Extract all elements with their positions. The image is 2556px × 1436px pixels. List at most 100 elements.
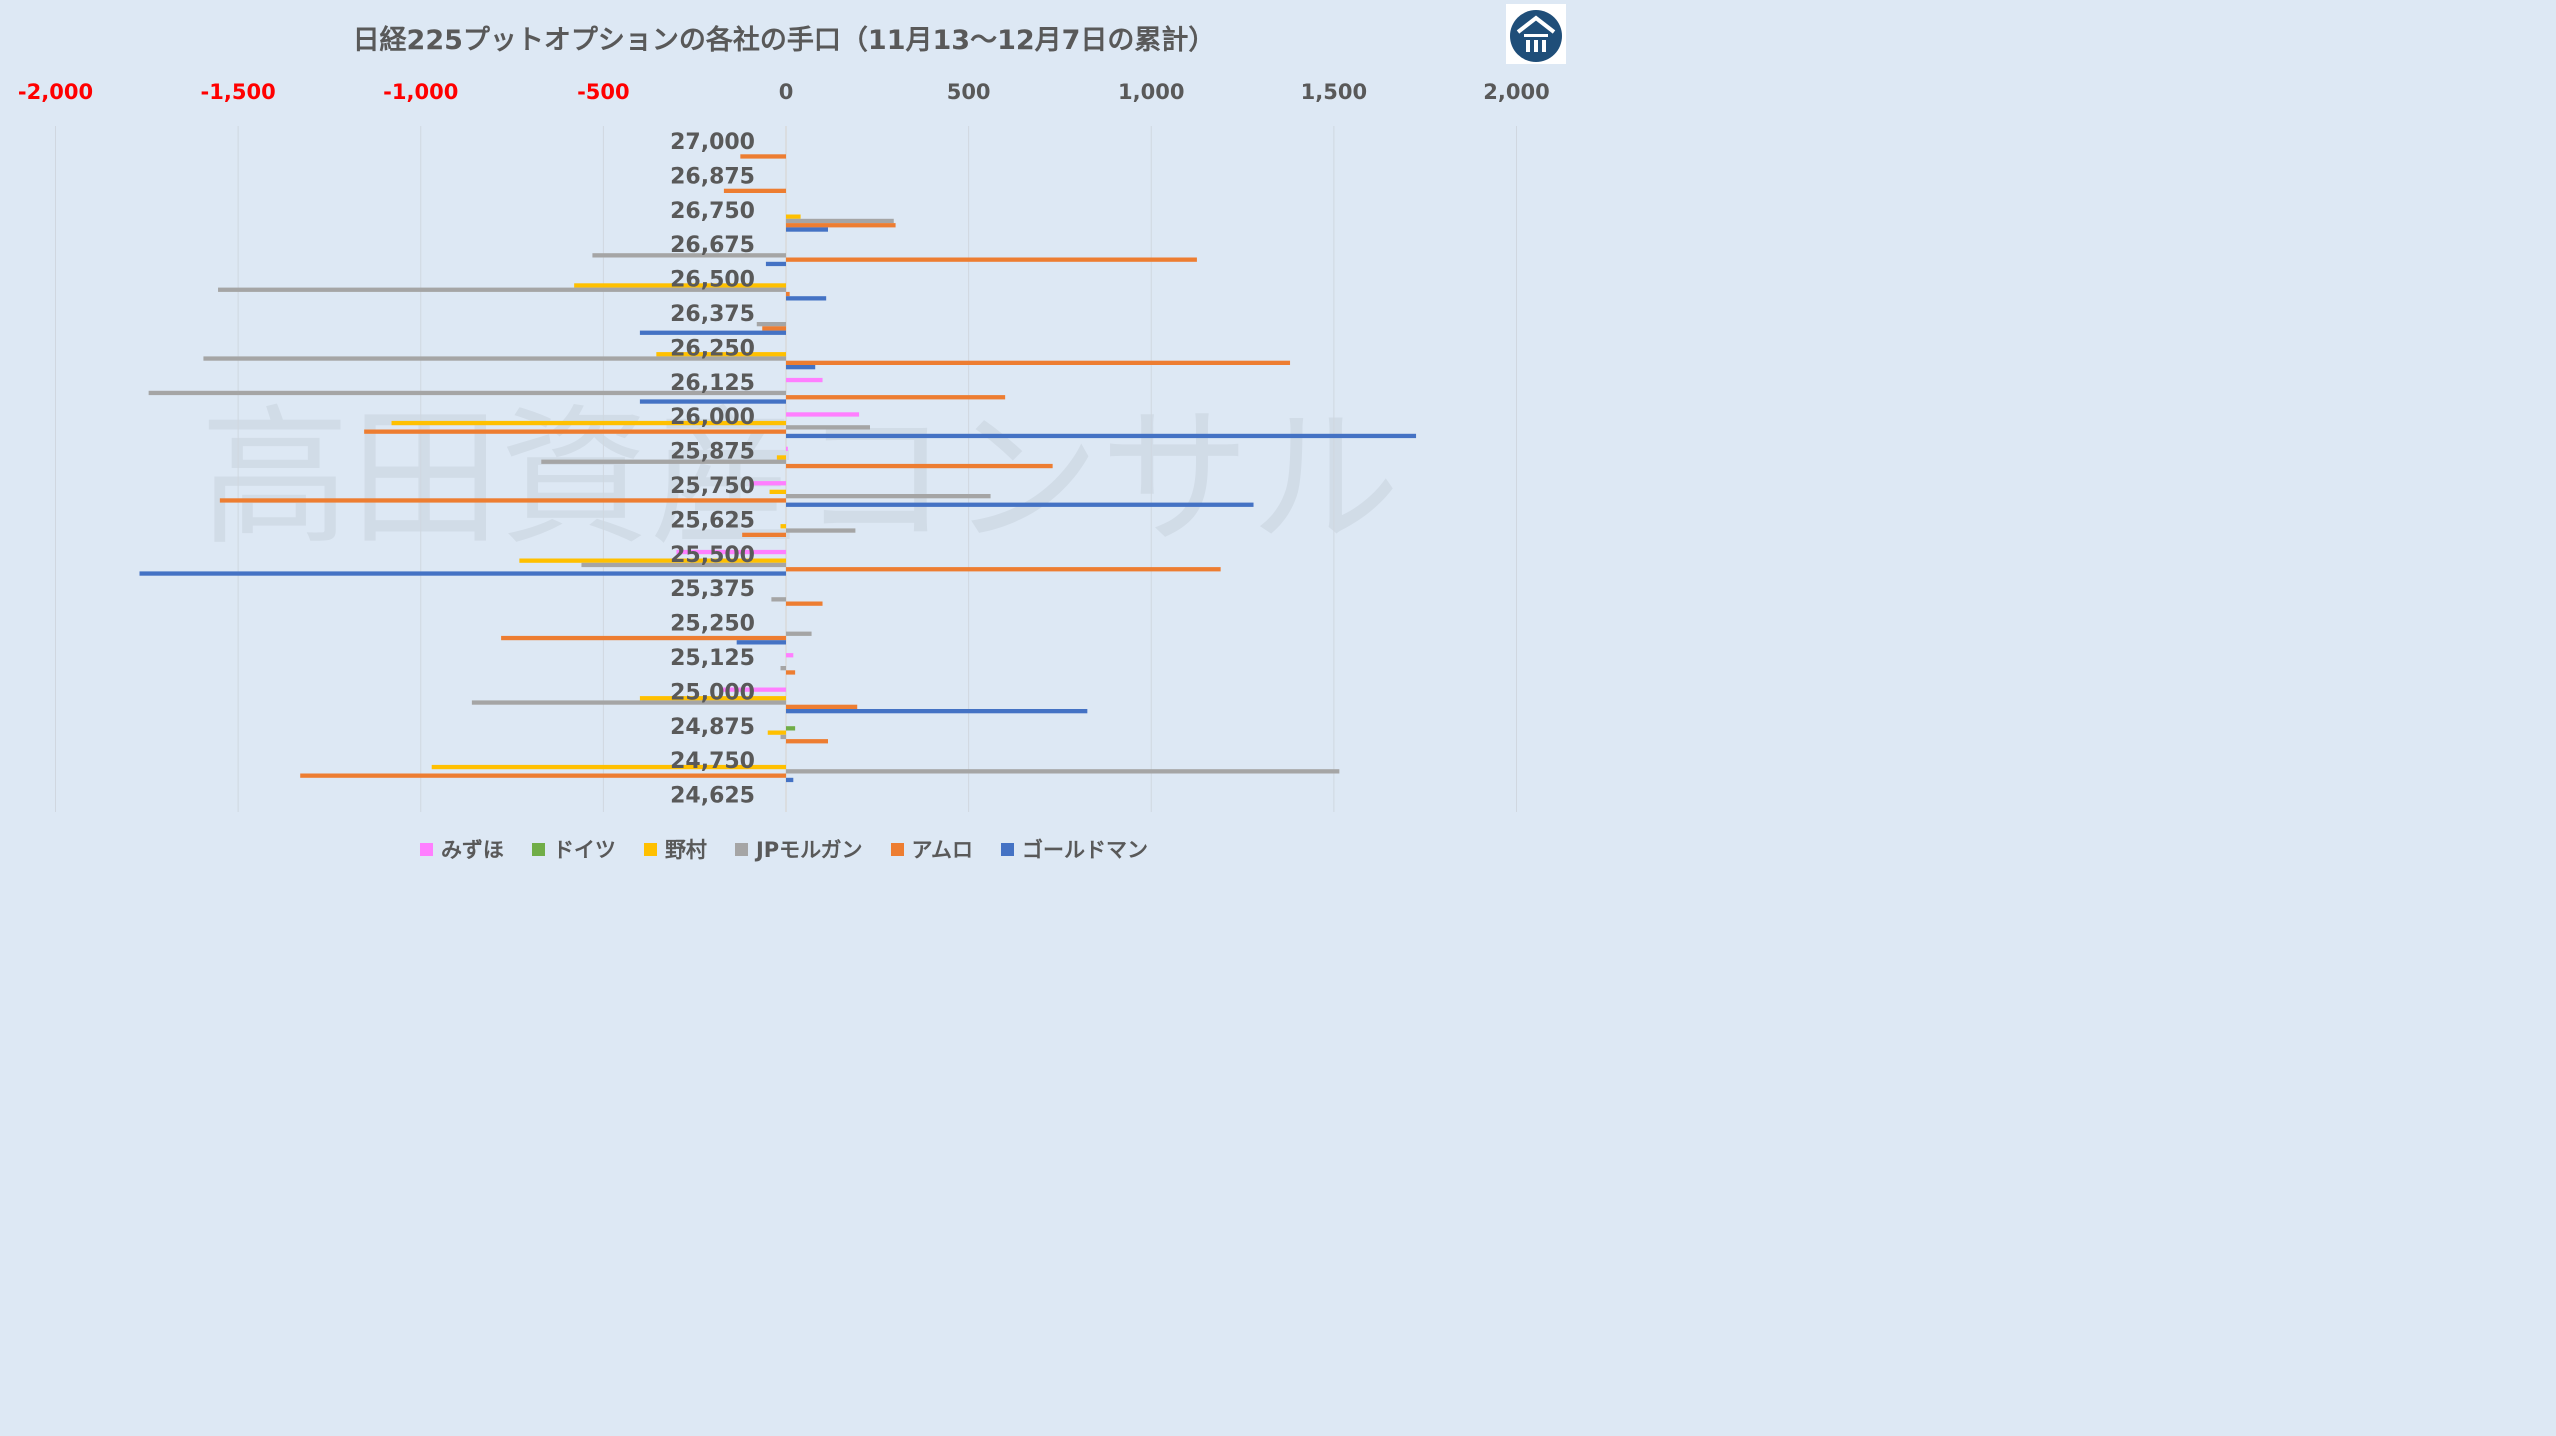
bar: [786, 433, 1417, 439]
x-tick-label: -2,000: [18, 80, 93, 104]
bar: [541, 459, 786, 464]
y-category-label: 24,625: [670, 784, 755, 809]
y-category-label: 26,125: [670, 371, 755, 396]
legend-swatch: [890, 842, 904, 856]
bar: [364, 429, 786, 434]
y-category-label: 26,750: [670, 199, 755, 224]
bar: [471, 700, 786, 705]
legend-swatch: [419, 842, 433, 856]
bar: [581, 562, 786, 568]
x-tick-label: 2,000: [1483, 80, 1549, 104]
bar: [431, 764, 786, 770]
bar: [780, 734, 786, 740]
bar: [786, 412, 860, 417]
bar: [786, 777, 794, 783]
bar: [786, 395, 1006, 400]
chart-title: 日経225プットオプションの各社の手口（11月13〜12月7日の累計）: [352, 25, 1216, 56]
y-category-label: 25,875: [670, 440, 755, 465]
bar: [786, 446, 788, 451]
bar: [501, 635, 786, 641]
legend-label: 野村: [664, 838, 707, 862]
bar: [786, 653, 794, 658]
x-tick-label: -1,000: [383, 80, 458, 104]
bar: [786, 769, 1340, 774]
legend-label: みずほ: [440, 838, 504, 862]
x-tick-label: 1,000: [1118, 80, 1184, 104]
y-category-label: 26,675: [670, 233, 755, 258]
bar: [742, 532, 786, 537]
legend-label: アムロ: [911, 838, 974, 862]
bar: [786, 704, 858, 709]
x-tick-label: 1,500: [1301, 80, 1367, 104]
legend-item: ゴールドマン: [1001, 834, 1148, 864]
y-category-label: 26,250: [670, 336, 755, 361]
legend-label: ゴールドマン: [1022, 838, 1149, 862]
bar: [762, 326, 786, 331]
bar: [391, 420, 786, 426]
bar: [786, 296, 827, 301]
y-category-label: 25,750: [670, 474, 755, 499]
bar: [786, 377, 823, 383]
x-tick-label: 0: [779, 80, 794, 104]
y-category-label: 25,000: [670, 680, 755, 705]
legend-item: JPモルガン: [734, 834, 863, 864]
bar: [786, 528, 856, 533]
y-category-label: 25,250: [670, 612, 755, 637]
bar: [786, 726, 796, 731]
bar: [676, 549, 786, 555]
bar: [786, 257, 1197, 262]
bar: [786, 227, 829, 232]
bar: [780, 666, 786, 671]
bar: [786, 494, 991, 499]
house-logo-icon: [1506, 4, 1566, 64]
bar: [139, 571, 786, 576]
bar: [723, 188, 786, 193]
y-category-label: 26,000: [670, 405, 755, 430]
bar: [592, 253, 786, 258]
bar: [786, 601, 823, 606]
legend-item: アムロ: [890, 834, 974, 864]
bar: [765, 261, 786, 267]
bar: [771, 597, 786, 602]
bar: [786, 365, 816, 370]
bar: [786, 739, 829, 744]
bar: [776, 455, 786, 460]
y-category-label: 24,750: [670, 749, 755, 774]
y-category-label: 24,875: [670, 715, 755, 740]
bar: [769, 489, 786, 494]
y-category-label: 26,500: [670, 268, 755, 293]
y-category-label: 26,875: [670, 164, 755, 189]
bar: [203, 356, 786, 361]
bar: [786, 218, 894, 224]
bar: [786, 425, 871, 430]
legend-swatch: [531, 842, 545, 856]
legend-item: ドイツ: [531, 834, 616, 864]
bar: [786, 291, 790, 297]
watermark-text: 高田資産コンサル: [200, 392, 1400, 566]
bar: [656, 352, 786, 357]
x-tick-label: -1,500: [201, 80, 276, 104]
x-tick-label: -500: [577, 80, 630, 104]
bar: [786, 463, 1053, 469]
bar: [756, 322, 786, 327]
bar: [300, 773, 786, 778]
legend-label: JPモルガン: [755, 838, 863, 862]
bar: [736, 640, 786, 645]
y-category-label: 26,375: [670, 302, 755, 327]
bar: [767, 730, 786, 735]
bar: [740, 154, 786, 159]
bar: [786, 360, 1291, 365]
y-category-label: 25,375: [670, 577, 755, 602]
bar: [720, 687, 786, 692]
y-category-label: 25,500: [670, 543, 755, 568]
bar: [639, 696, 786, 701]
bar: [780, 524, 786, 529]
y-category-label: 25,625: [670, 508, 755, 533]
bar: [519, 558, 786, 563]
legend-swatch: [1001, 842, 1015, 856]
bar: [786, 223, 896, 228]
bar: [574, 283, 786, 288]
bar: [786, 502, 1254, 507]
chart-plot-area: 高田資産コンサル -2,000 -1,500 -1,000 -500 0 500 1,000 1…: [18, 80, 1550, 812]
bar: [218, 287, 786, 292]
